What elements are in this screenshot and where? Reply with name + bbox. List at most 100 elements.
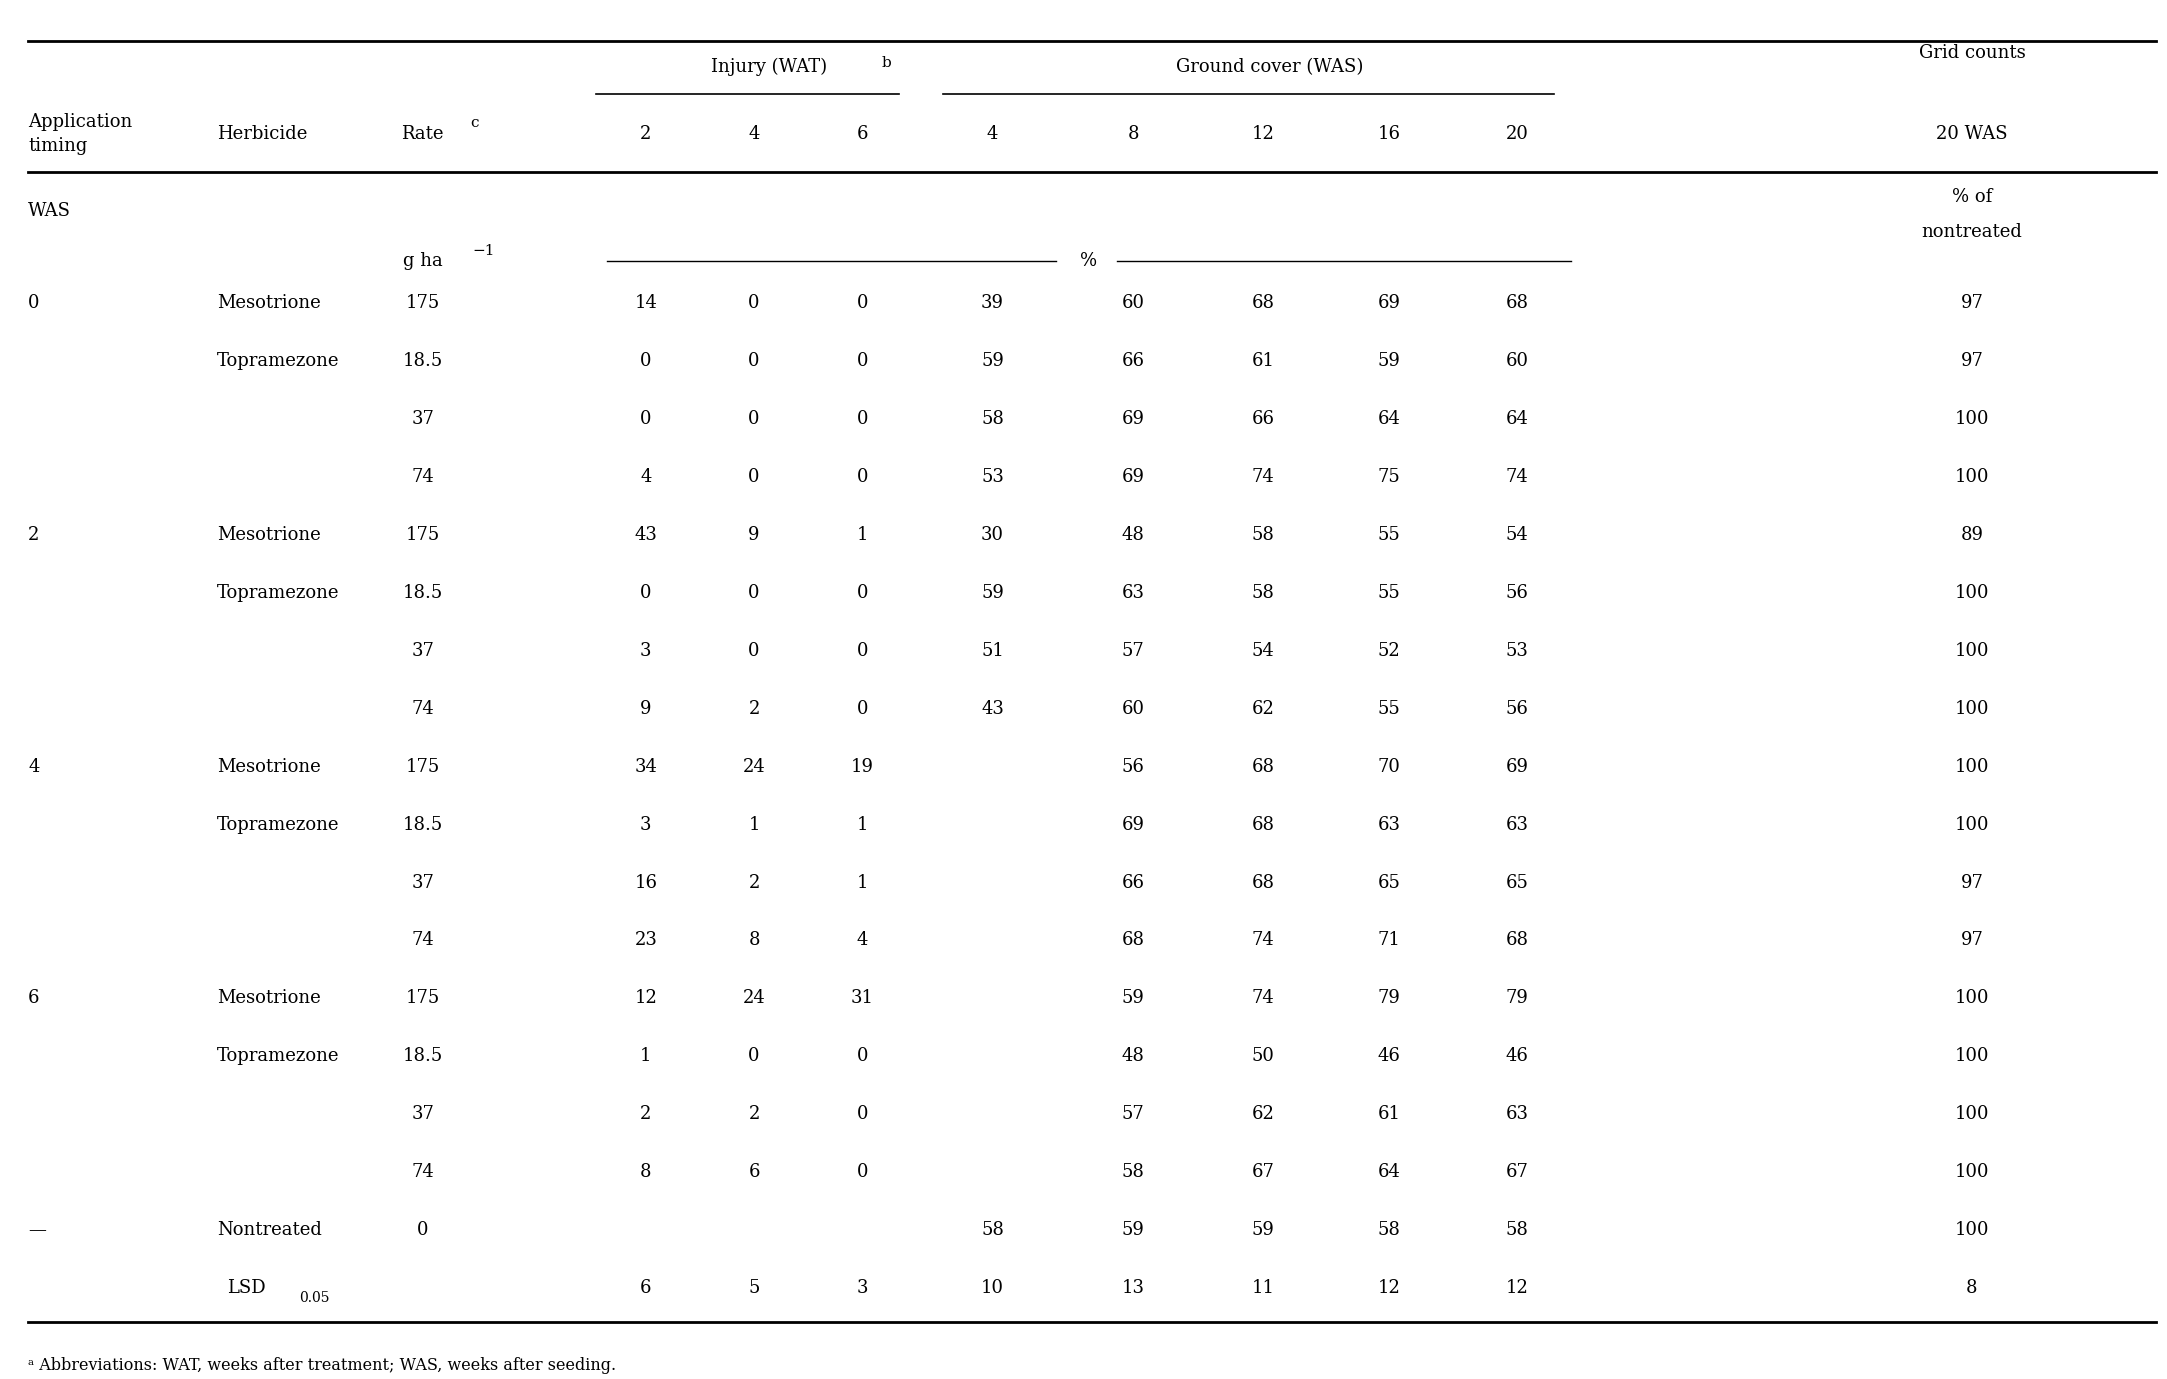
- Text: 64: 64: [1378, 1162, 1400, 1182]
- Text: 62: 62: [1253, 1105, 1274, 1124]
- Text: 6: 6: [28, 989, 39, 1008]
- Text: 100: 100: [1955, 410, 1989, 429]
- Text: 0: 0: [856, 1162, 869, 1182]
- Text: 8: 8: [748, 931, 761, 950]
- Text: 58: 58: [1253, 525, 1274, 545]
- Text: 0: 0: [856, 1105, 869, 1124]
- Text: 0: 0: [416, 1220, 429, 1240]
- Text: 97: 97: [1961, 352, 1983, 371]
- Text: 0: 0: [856, 583, 869, 603]
- Text: 0.05: 0.05: [299, 1291, 329, 1305]
- Text: 74: 74: [412, 931, 433, 950]
- Text: 59: 59: [1378, 352, 1400, 371]
- Text: —: —: [28, 1220, 46, 1240]
- Text: 9: 9: [748, 525, 761, 545]
- Text: 2: 2: [639, 1105, 652, 1124]
- Text: 4: 4: [639, 467, 652, 487]
- Text: 1: 1: [856, 525, 869, 545]
- Text: 12: 12: [1378, 1278, 1400, 1298]
- Text: 58: 58: [982, 1220, 1003, 1240]
- Text: 100: 100: [1955, 699, 1989, 718]
- Text: 20: 20: [1506, 124, 1528, 143]
- Text: 53: 53: [1506, 641, 1528, 661]
- Text: 3: 3: [639, 641, 652, 661]
- Text: 100: 100: [1955, 1162, 1989, 1182]
- Text: 175: 175: [405, 525, 440, 545]
- Text: 0: 0: [856, 352, 869, 371]
- Text: 74: 74: [412, 699, 433, 718]
- Text: 11: 11: [1253, 1278, 1274, 1298]
- Text: 68: 68: [1253, 873, 1274, 892]
- Text: 63: 63: [1378, 815, 1400, 834]
- Text: 75: 75: [1378, 467, 1400, 487]
- Text: 60: 60: [1123, 294, 1144, 313]
- Text: Mesotrione: Mesotrione: [217, 989, 321, 1008]
- Text: 65: 65: [1378, 873, 1400, 892]
- Text: 6: 6: [748, 1162, 761, 1182]
- Text: 68: 68: [1123, 931, 1144, 950]
- Text: 100: 100: [1955, 1220, 1989, 1240]
- Text: 50: 50: [1253, 1047, 1274, 1066]
- Text: 57: 57: [1123, 641, 1144, 661]
- Text: 43: 43: [982, 699, 1003, 718]
- Text: −1: −1: [472, 244, 494, 258]
- Text: 6: 6: [639, 1278, 652, 1298]
- Text: 97: 97: [1961, 931, 1983, 950]
- Text: 10: 10: [982, 1278, 1003, 1298]
- Text: 53: 53: [982, 467, 1003, 487]
- Text: 55: 55: [1378, 583, 1400, 603]
- Text: 0: 0: [856, 699, 869, 718]
- Text: 97: 97: [1961, 294, 1983, 313]
- Text: 0: 0: [856, 294, 869, 313]
- Text: 48: 48: [1123, 1047, 1144, 1066]
- Text: 89: 89: [1961, 525, 1983, 545]
- Text: 100: 100: [1955, 1047, 1989, 1066]
- Text: 56: 56: [1123, 757, 1144, 776]
- Text: 56: 56: [1506, 699, 1528, 718]
- Text: 0: 0: [748, 641, 761, 661]
- Text: 59: 59: [1253, 1220, 1274, 1240]
- Text: 37: 37: [412, 410, 433, 429]
- Text: 60: 60: [1506, 352, 1528, 371]
- Text: 69: 69: [1123, 815, 1144, 834]
- Text: 1: 1: [856, 815, 869, 834]
- Text: 58: 58: [1378, 1220, 1400, 1240]
- Text: 100: 100: [1955, 467, 1989, 487]
- Text: 58: 58: [1506, 1220, 1528, 1240]
- Text: 74: 74: [1253, 931, 1274, 950]
- Text: c: c: [470, 116, 479, 130]
- Text: g ha: g ha: [403, 251, 442, 270]
- Text: 34: 34: [635, 757, 657, 776]
- Text: 0: 0: [856, 1047, 869, 1066]
- Text: b: b: [882, 57, 891, 70]
- Text: 2: 2: [748, 699, 761, 718]
- Text: 52: 52: [1378, 641, 1400, 661]
- Text: 69: 69: [1378, 294, 1400, 313]
- Text: 0: 0: [856, 410, 869, 429]
- Text: 20 WAS: 20 WAS: [1935, 124, 2009, 143]
- Text: 175: 175: [405, 294, 440, 313]
- Text: 30: 30: [982, 525, 1003, 545]
- Text: 67: 67: [1253, 1162, 1274, 1182]
- Text: 59: 59: [1123, 1220, 1144, 1240]
- Text: 65: 65: [1506, 873, 1528, 892]
- Text: 66: 66: [1123, 352, 1144, 371]
- Text: 64: 64: [1378, 410, 1400, 429]
- Text: 68: 68: [1506, 931, 1528, 950]
- Text: 59: 59: [982, 352, 1003, 371]
- Text: 0: 0: [639, 583, 652, 603]
- Text: 69: 69: [1506, 757, 1528, 776]
- Text: Application
timing: Application timing: [28, 113, 132, 154]
- Text: 62: 62: [1253, 699, 1274, 718]
- Text: 13: 13: [1123, 1278, 1144, 1298]
- Text: 0: 0: [748, 352, 761, 371]
- Text: 39: 39: [982, 294, 1003, 313]
- Text: 57: 57: [1123, 1105, 1144, 1124]
- Text: 71: 71: [1378, 931, 1400, 950]
- Text: 66: 66: [1253, 410, 1274, 429]
- Text: 97: 97: [1961, 873, 1983, 892]
- Text: 68: 68: [1506, 294, 1528, 313]
- Text: %: %: [1081, 251, 1097, 270]
- Text: 9: 9: [639, 699, 652, 718]
- Text: 74: 74: [1506, 467, 1528, 487]
